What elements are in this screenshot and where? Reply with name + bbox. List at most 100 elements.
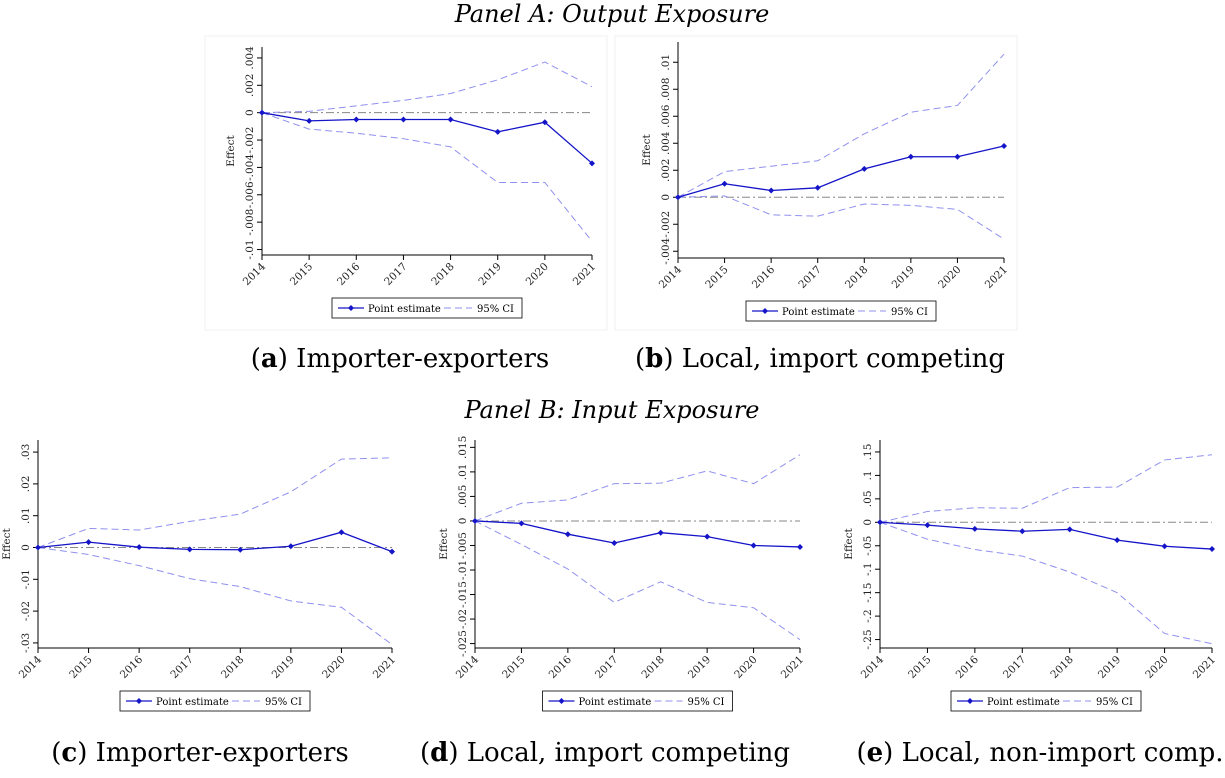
estimate-marker [186, 546, 193, 553]
x-tick-label: 2019 [1096, 654, 1123, 681]
estimate-marker [541, 119, 548, 126]
legend-box [331, 297, 523, 319]
x-tick-label: 2018 [219, 654, 246, 681]
caption: (e) Local, non-import comp. [856, 738, 1223, 768]
x-tick-label: 2017 [796, 264, 823, 291]
caption-paren: ) [278, 344, 296, 374]
legend-swatch-marker [348, 305, 354, 311]
y-tick-label: -.02 [457, 609, 469, 629]
caption-paren: ) [883, 738, 901, 768]
y-axis-label: Effect [225, 135, 237, 167]
x-tick-label: 2015 [288, 261, 315, 288]
x-tick-label: 2019 [270, 654, 297, 681]
caption: (a) Importer-exporters [251, 344, 550, 374]
x-tick-label: 2018 [429, 261, 456, 288]
legend-label: Point estimate [782, 307, 855, 318]
y-axis-label: Effect [843, 528, 855, 560]
y-tick-label: -.005 [457, 532, 469, 559]
x-tick-label: 2019 [890, 264, 917, 291]
estimate-marker [877, 519, 883, 526]
y-axis-label: Effect [641, 134, 653, 166]
caption-paren: ( [51, 738, 61, 768]
y-tick-label: 0 [244, 109, 256, 116]
legend-label: 95% CI [891, 307, 928, 318]
estimate-marker [675, 194, 681, 201]
estimate-marker [1019, 528, 1026, 535]
x-tick-label: 2016 [335, 260, 363, 288]
x-tick-label: 2015 [703, 264, 730, 291]
estimate-line [879, 521, 1213, 550]
x-tick-label: 2017 [1001, 654, 1028, 681]
x-tick-label: 2017 [168, 654, 195, 681]
estimate-line [677, 145, 1005, 198]
x-tick-label: 2015 [67, 654, 94, 681]
y-tick-label: -.004 [660, 237, 672, 264]
y-tick-label: .01 [660, 54, 672, 71]
panel-frame [614, 35, 1018, 331]
x-tick-label: 2015 [906, 654, 933, 681]
estimate-marker [971, 525, 978, 532]
panel-title: Panel A: Output Exposure [454, 0, 770, 28]
estimate-marker [353, 116, 360, 123]
caption-label: b [645, 344, 663, 374]
legend-box [542, 690, 733, 712]
ci-line [37, 547, 393, 645]
estimate-marker [750, 542, 757, 549]
estimate-marker [721, 180, 728, 187]
legend-box [745, 300, 937, 322]
estimate-marker [861, 165, 868, 172]
x-tick-label: 2018 [639, 654, 666, 681]
estimate-marker [237, 546, 244, 553]
estimate-marker [924, 522, 931, 529]
y-tick-label: .002 [244, 74, 256, 97]
x-tick-label: 2016 [118, 653, 146, 681]
y-tick-label: -.025 [457, 630, 469, 657]
y-tick-label: .01 [20, 507, 32, 524]
legend-label: Point estimate [987, 697, 1060, 708]
caption: (b) Local, import competing [635, 344, 1005, 374]
legend-label: 95% CI [265, 697, 302, 708]
x-tick-label: 2014 [241, 260, 269, 288]
legend-label: 95% CI [1096, 697, 1133, 708]
x-tick-label: 2019 [476, 261, 503, 288]
caption-paren: ( [856, 738, 866, 768]
estimate-marker [954, 153, 961, 160]
caption-label: d [430, 738, 448, 768]
estimate-line [37, 531, 393, 553]
caption-text: Local, non-import comp. [902, 738, 1224, 768]
x-tick-label: 2014 [657, 263, 685, 291]
ci-line [677, 53, 1005, 198]
y-tick-label: -.008 [244, 209, 256, 236]
x-tick-label: 2018 [843, 264, 870, 291]
x-tick-label: 2020 [524, 261, 551, 288]
y-tick-label: -.002 [660, 211, 672, 238]
x-tick-label: 2018 [1048, 654, 1075, 681]
estimate-marker [447, 116, 454, 123]
x-tick-label: 2020 [1143, 654, 1170, 681]
ci-line [261, 112, 593, 242]
ci-line [261, 61, 593, 114]
y-tick-label: .05 [862, 491, 874, 508]
estimate-marker [494, 128, 501, 135]
x-tick-label: 2021 [371, 654, 398, 681]
estimate-marker [657, 529, 664, 536]
y-tick-label: -.004 [244, 154, 256, 181]
estimate-marker [136, 544, 143, 551]
y-axis-label: Effect [438, 528, 450, 560]
caption-text: Importer-exporters [296, 344, 549, 374]
ci-line [474, 520, 801, 641]
estimate-marker [1066, 526, 1073, 533]
x-tick-label: 2021 [983, 264, 1010, 291]
caption-label: e [867, 738, 884, 768]
legend-box [119, 690, 311, 712]
estimate-marker [259, 109, 265, 116]
caption-label: a [261, 344, 278, 374]
y-tick-label: -.01 [20, 569, 32, 589]
legend-label: 95% CI [688, 697, 725, 708]
y-tick-label: 0 [457, 518, 469, 525]
y-tick-label: -.01 [244, 239, 256, 259]
estimate-marker [389, 548, 395, 555]
legend-swatch-marker [558, 698, 565, 704]
caption-paren: ) [663, 344, 681, 374]
caption-text: Local, import competing [682, 344, 1005, 374]
